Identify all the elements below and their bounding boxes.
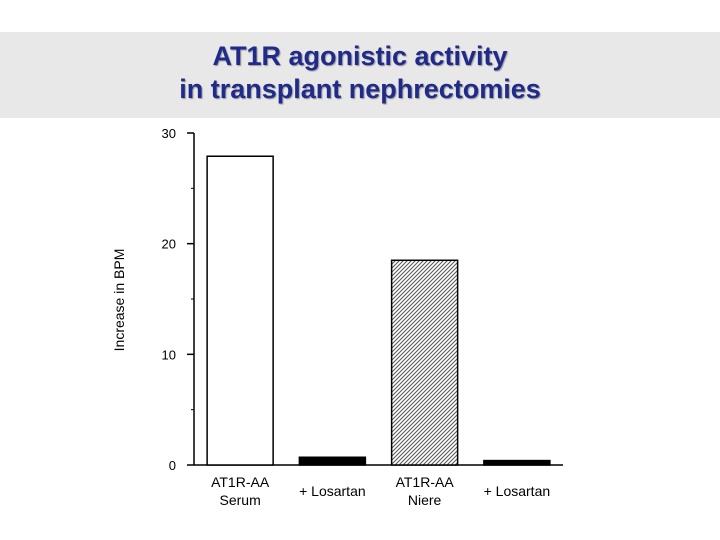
category-label: + Losartan bbox=[299, 483, 366, 499]
y-ticks: 0 10 20 30 bbox=[162, 126, 194, 473]
category-label: Niere bbox=[408, 492, 442, 508]
category-label: Serum bbox=[220, 492, 261, 508]
bar-4 bbox=[483, 459, 551, 466]
bar-1 bbox=[206, 155, 274, 466]
y-tick-label: 10 bbox=[162, 347, 176, 362]
title-band bbox=[0, 32, 720, 118]
y-tick-label: 20 bbox=[162, 237, 176, 252]
y-axis-label: Increase in BPM bbox=[111, 249, 127, 352]
y-tick-label: 30 bbox=[162, 126, 176, 141]
category-label: AT1R-AA bbox=[396, 474, 455, 490]
chart-title-line-2: in transplant nephrectomies bbox=[179, 74, 541, 104]
category-labels: AT1R-AA Serum + Losartan AT1R-AA Niere + Losa… bbox=[211, 474, 550, 508]
category-label: + Losartan bbox=[484, 483, 551, 499]
y-tick-label: 0 bbox=[169, 458, 176, 473]
chart-title-line-1: AT1R agonistic activity bbox=[212, 41, 508, 71]
bars bbox=[206, 155, 551, 466]
bar-2 bbox=[298, 456, 367, 466]
bar-3 bbox=[390, 259, 459, 466]
category-label: AT1R-AA bbox=[211, 474, 270, 490]
chart-title: AT1R agonistic activity in transplant ne… bbox=[0, 40, 720, 106]
